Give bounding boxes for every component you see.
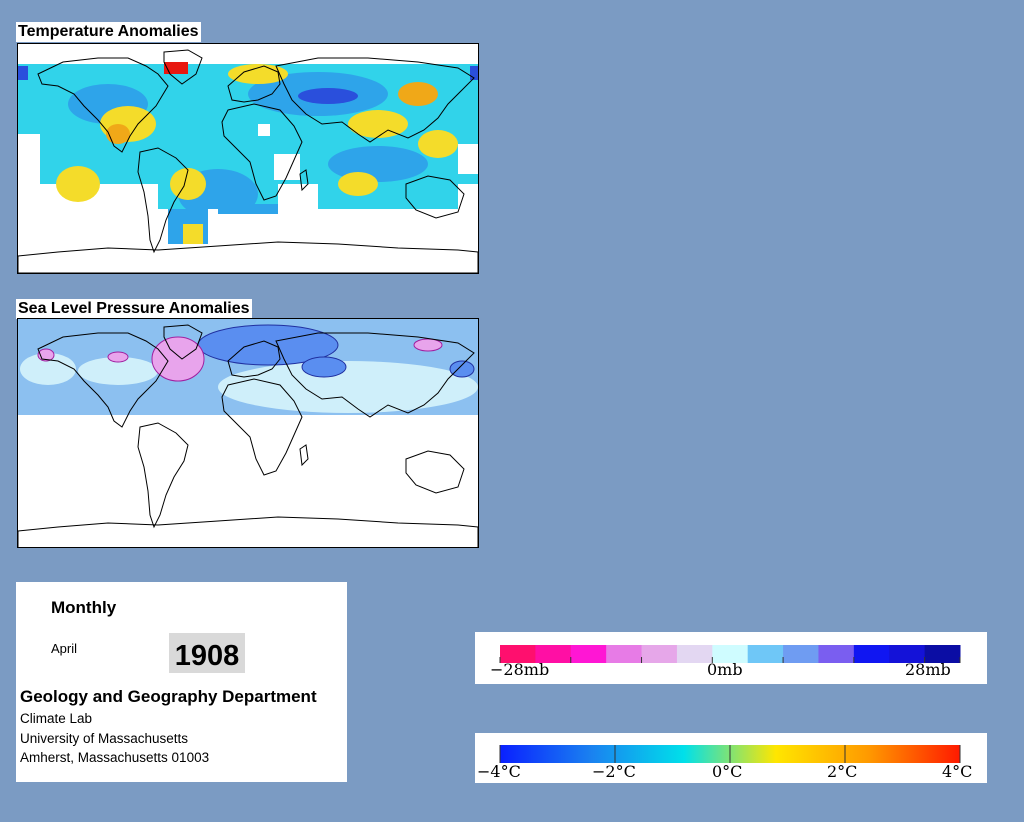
no-data-region	[38, 219, 158, 273]
temperature-colorbar	[499, 745, 961, 763]
anomaly-patch	[298, 88, 358, 104]
pressure-colorbar-swatch	[676, 645, 713, 663]
europe-outline	[227, 65, 281, 103]
pressure-legend-zero: 0mb	[707, 660, 743, 679]
no-data-region	[18, 134, 40, 214]
lab-name: Climate Lab	[20, 711, 93, 726]
africa-outline	[221, 103, 303, 201]
university-name: University of Massachusetts	[20, 731, 189, 746]
pressure-colorbar-swatch	[924, 645, 961, 663]
pressure-colorbar-swatch	[712, 645, 749, 663]
pressure-legend-min: −28mb	[490, 660, 550, 679]
pressure-colorbar-swatch	[641, 645, 678, 663]
info-panel: Monthly April 1908 Geology and Geography…	[16, 582, 347, 782]
asia-outline	[275, 332, 475, 418]
anomaly-patch	[56, 166, 100, 202]
anomaly-patch	[348, 110, 408, 138]
anomaly-patch	[106, 124, 130, 144]
temperature-field	[18, 44, 478, 273]
address: Amherst, Massachusetts 01003	[20, 750, 210, 765]
greenland-outline	[163, 324, 203, 360]
temperature-legend-label-1: −4°C	[477, 762, 521, 781]
temperature-legend-label-4: 2°C	[827, 762, 858, 781]
pressure-contour	[20, 353, 76, 385]
asia-outline	[275, 57, 475, 143]
pressure-contour	[78, 357, 158, 385]
pressure-contour	[218, 361, 478, 413]
temperature-anomaly-map	[17, 43, 479, 274]
pressure-field	[18, 319, 478, 415]
frequency-label: Monthly	[51, 598, 117, 617]
europe-outline	[227, 340, 281, 378]
antarctica-outline	[18, 241, 478, 273]
coastlines	[18, 324, 478, 547]
coastlines	[18, 49, 478, 273]
pressure-panel-title: Sea Level Pressure Anomalies	[16, 299, 252, 319]
anomaly-patch	[228, 64, 288, 84]
pressure-contour	[413, 338, 443, 352]
pressure-map-canvas	[18, 319, 478, 547]
no-data-region	[458, 144, 478, 174]
antarctica-outline	[18, 516, 478, 547]
pressure-legend: −28mb 0mb 28mb	[475, 632, 987, 684]
australia-outline	[405, 450, 465, 494]
temperature-legend: −4°C −2°C 0°C 2°C 4°C	[475, 733, 987, 783]
temperature-legend-label-5: 4°C	[942, 762, 973, 781]
north-america-outline	[37, 332, 169, 428]
no-data-region	[258, 124, 270, 136]
africa-outline	[221, 378, 303, 476]
anomaly-patch	[418, 130, 458, 158]
year-display: 1908	[169, 633, 245, 673]
pressure-contour	[107, 351, 129, 363]
pressure-colorbar-swatch	[535, 645, 572, 663]
pressure-colorbar	[499, 645, 961, 663]
pressure-colorbar-swatch	[853, 645, 890, 663]
australia-outline	[405, 175, 465, 219]
department-name: Geology and Geography Department	[20, 687, 317, 706]
pressure-colorbar-swatch	[889, 645, 926, 663]
anomaly-patch	[470, 66, 478, 80]
south-america-outline	[137, 147, 189, 254]
pressure-colorbar-swatch	[570, 645, 607, 663]
anomaly-patch	[183, 224, 203, 244]
madagascar-outline	[299, 169, 309, 192]
north-america-outline	[37, 57, 169, 153]
pressure-colorbar-swatch	[783, 645, 819, 663]
pressure-colorbar-swatch	[747, 645, 784, 663]
anomaly-patch	[398, 82, 438, 106]
pressure-contour	[449, 360, 475, 378]
pressure-anomaly-map	[17, 318, 479, 548]
south-america-outline	[137, 422, 189, 529]
pressure-legend-max: 28mb	[905, 660, 951, 679]
anomaly-patch	[18, 66, 28, 80]
anomaly-patch	[218, 204, 278, 214]
anomaly-patch	[170, 168, 206, 200]
temperature-panel-title: Temperature Anomalies	[16, 22, 201, 42]
greenland-outline	[163, 49, 203, 85]
madagascar-outline	[299, 444, 309, 467]
pressure-colorbar-swatch	[818, 645, 855, 663]
temperature-map-canvas	[18, 44, 478, 273]
pressure-colorbar-swatch	[606, 645, 643, 663]
anomaly-patch	[338, 172, 378, 196]
temperature-legend-label-3: 0°C	[712, 762, 743, 781]
pressure-colorbar-swatch	[500, 645, 536, 663]
pressure-contour	[301, 356, 347, 378]
month-label: April	[51, 641, 78, 656]
temperature-legend-label-2: −2°C	[592, 762, 636, 781]
pressure-contour	[151, 336, 205, 382]
